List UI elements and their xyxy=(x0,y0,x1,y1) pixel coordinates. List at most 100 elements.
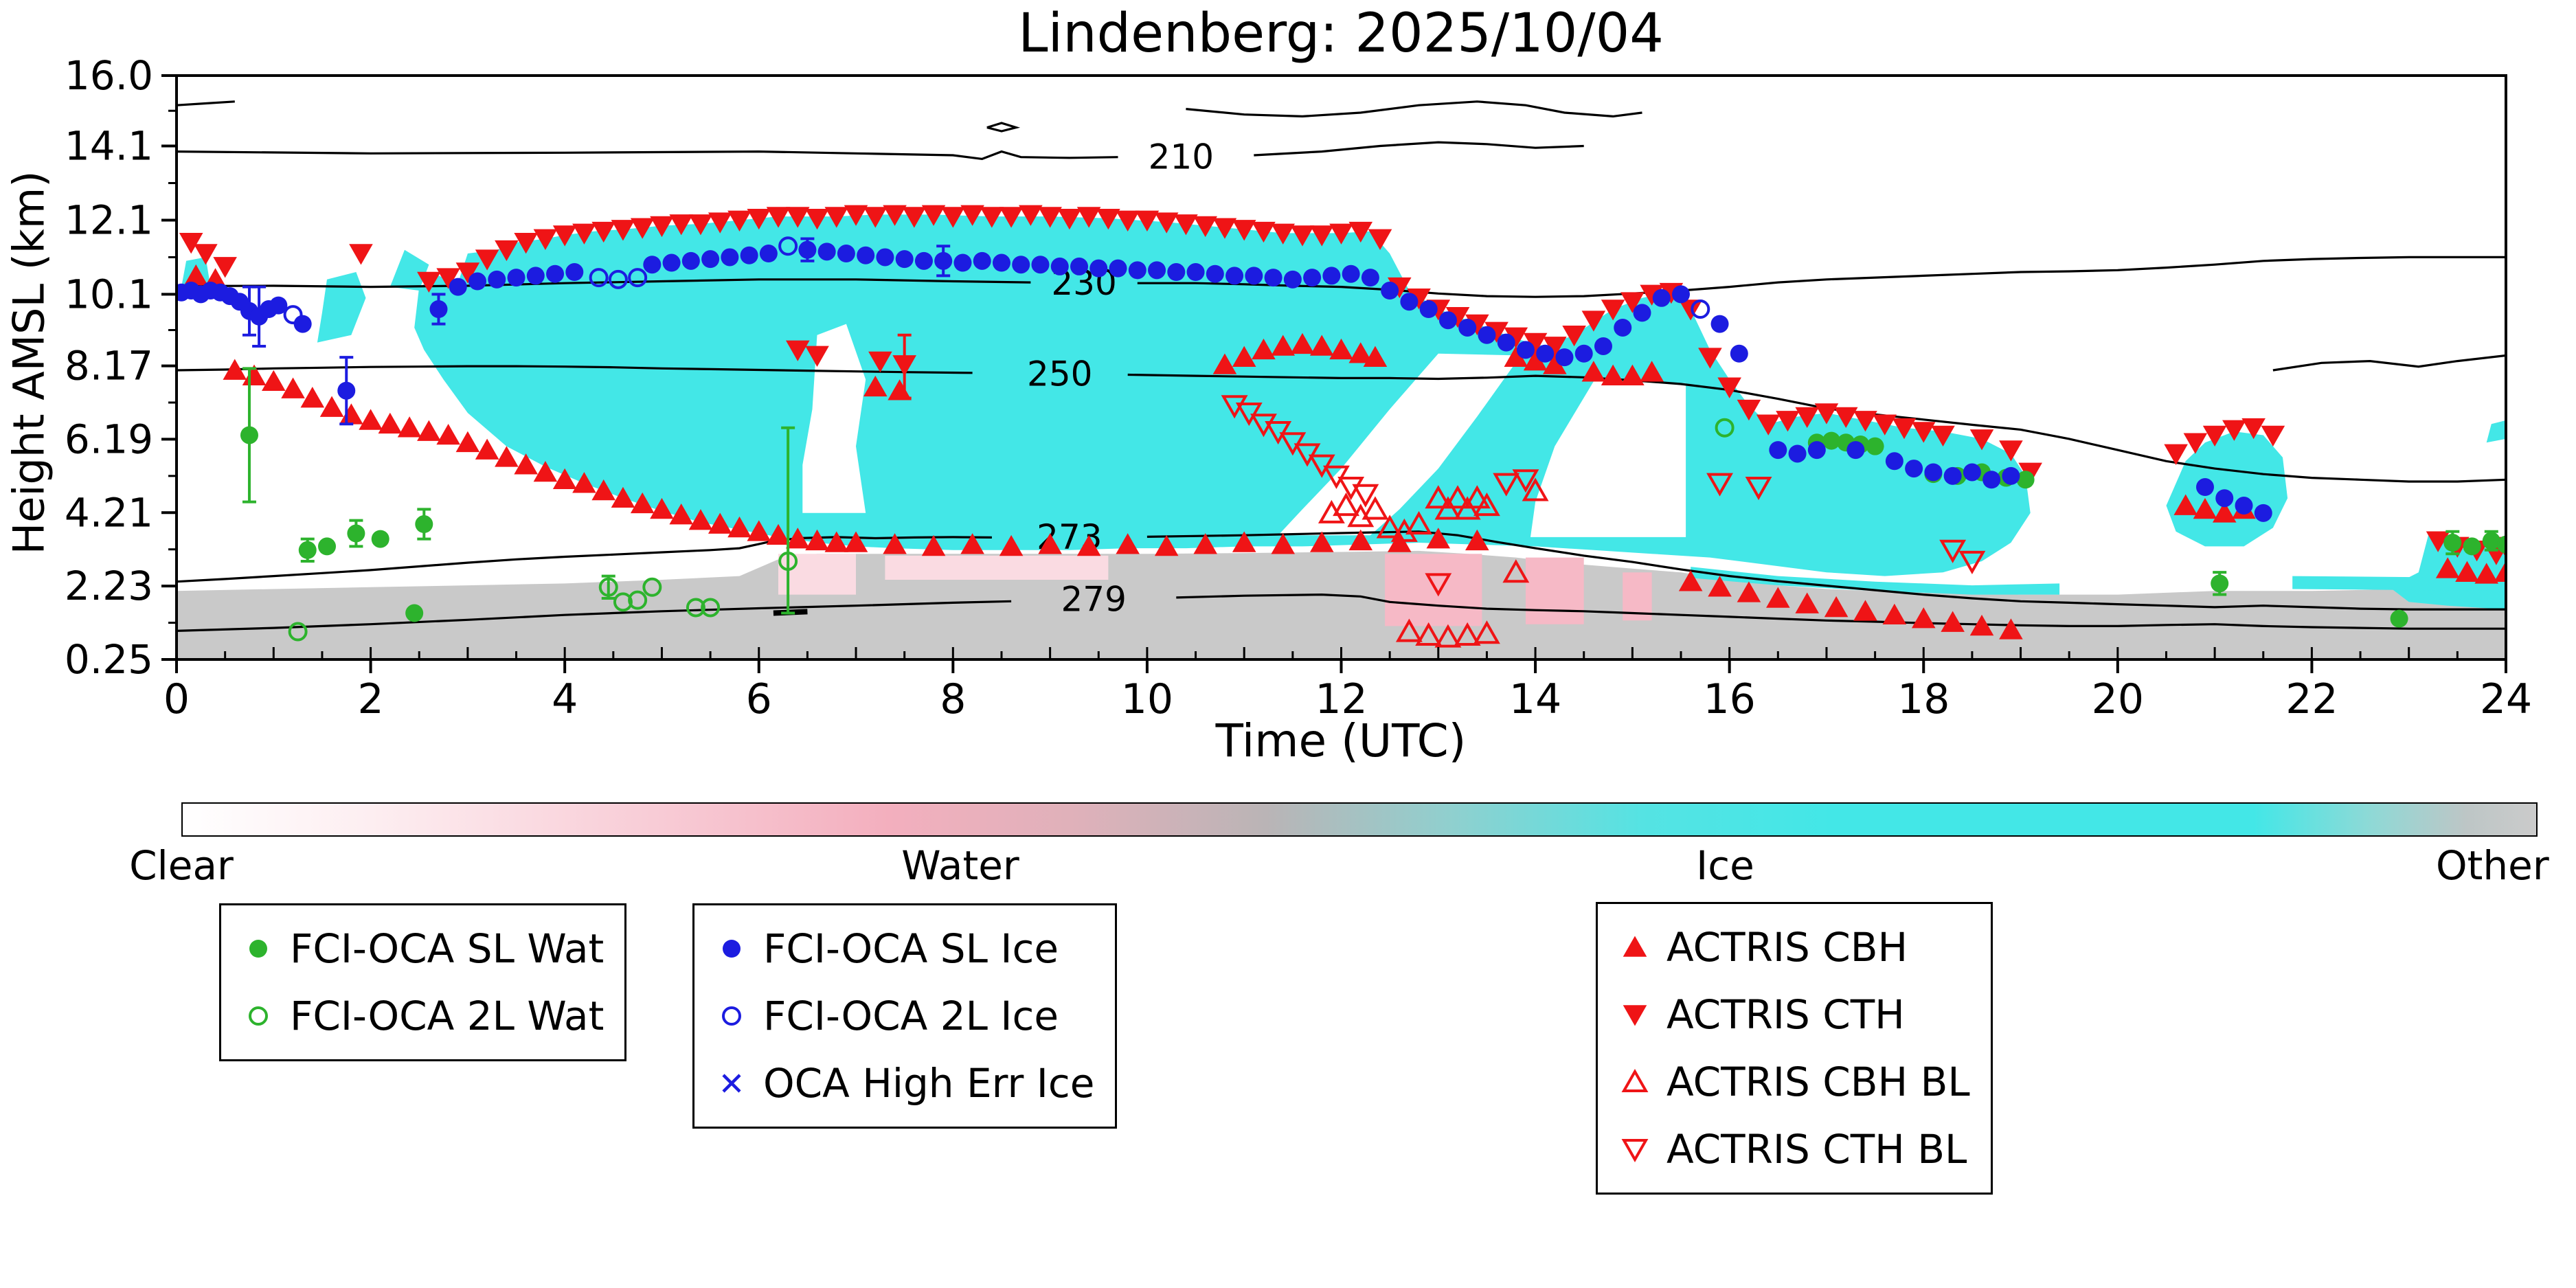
region-ice xyxy=(389,249,429,291)
legend-label: ACTRIS CTH xyxy=(1667,991,1905,1038)
contour-minor xyxy=(2272,354,2506,372)
legend-item-fci-oca-2l-wat: FCI-OCA 2L Wat xyxy=(242,982,604,1050)
axes: 0 2 4 6 8 10 12 14 16 18 20 22 240.252.234.216.198.1… xyxy=(65,52,2532,723)
series-actris-cbh xyxy=(183,264,2506,640)
legend-label: OCA High Err Ice xyxy=(763,1060,1095,1107)
contour-label-279: 279 xyxy=(1061,580,1126,620)
series-actris-cbh-bl xyxy=(1318,477,1549,648)
region-water xyxy=(778,554,856,595)
y-tick-label: 12.1 xyxy=(65,196,153,243)
y-tick-label: 10.1 xyxy=(65,271,153,317)
legend-item-actris-cth-bl: ACTRIS CTH BL xyxy=(1618,1116,1970,1183)
legend-label: ACTRIS CBH xyxy=(1667,924,1908,971)
series-fci-oca-2l-wat xyxy=(288,418,1735,642)
contour-279 xyxy=(1176,593,2506,630)
legend-box-ice: FCI-OCA SL Ice FCI-OCA 2L Ice OCA High Err… xyxy=(692,903,1118,1129)
contour-250 xyxy=(177,365,973,374)
contour-minor xyxy=(177,100,235,106)
classification-colorbar xyxy=(181,802,2538,837)
y-tick-label: 0.25 xyxy=(65,636,153,683)
region-ice xyxy=(2292,576,2506,591)
triangle-up-open-icon xyxy=(1621,1068,1649,1092)
plot-frame xyxy=(175,74,2507,661)
x-tick-label: 8 xyxy=(940,675,966,723)
legend-item-oca-high-err-ice: OCA High Err Ice xyxy=(715,1050,1094,1117)
x-icon xyxy=(722,1074,741,1093)
x-tick-label: 16 xyxy=(1703,675,1755,723)
region-water xyxy=(1623,572,1652,621)
legend-label: ACTRIS CBH BL xyxy=(1667,1059,1970,1105)
circle-open-icon xyxy=(722,1006,741,1026)
legend-label: ACTRIS CTH BL xyxy=(1667,1126,1967,1173)
x-tick-label: 12 xyxy=(1315,675,1367,723)
circle-filled-icon xyxy=(723,940,741,958)
legend-item-actris-cbh: ACTRIS CBH xyxy=(1618,914,1970,981)
x-tick-label: 24 xyxy=(2480,675,2532,723)
legend-box-water: FCI-OCA SL Wat FCI-OCA 2L Wat xyxy=(219,903,627,1061)
contour-label-210: 210 xyxy=(1149,137,1214,177)
legend-item-fci-oca-sl-wat: FCI-OCA SL Wat xyxy=(242,915,604,982)
legend-item-fci-oca-2l-ice: FCI-OCA 2L Ice xyxy=(715,982,1094,1050)
contour-230 xyxy=(177,278,1031,289)
region-water xyxy=(1526,557,1584,624)
region-clear xyxy=(1278,353,1521,536)
legend-label: FCI-OCA 2L Wat xyxy=(290,993,605,1039)
region-ice xyxy=(1691,567,2060,595)
colorbar-label-clear: Clear xyxy=(129,842,234,889)
region-ice xyxy=(2486,420,2506,443)
x-axis-label: Time (UTC) xyxy=(1215,714,1467,767)
colorbar-label-other: Other xyxy=(2435,842,2549,889)
y-tick-label: 2.23 xyxy=(65,563,153,609)
x-tick-label: 14 xyxy=(1509,675,1561,723)
contour-minor xyxy=(1186,100,1642,118)
region-water xyxy=(885,555,1109,580)
colorbar-label-water: Water xyxy=(901,842,1019,889)
x-tick-label: 22 xyxy=(2285,675,2338,723)
region-other xyxy=(177,550,2506,659)
legend-label: FCI-OCA 2L Ice xyxy=(763,993,1059,1039)
triangle-up-filled-icon xyxy=(1623,936,1647,957)
contour-273 xyxy=(177,536,992,583)
contour-minor xyxy=(986,122,1021,133)
legend-label: FCI-OCA SL Wat xyxy=(290,925,605,972)
y-tick-label: 4.21 xyxy=(65,489,153,536)
circle-open-icon xyxy=(249,1006,268,1026)
x-tick-label: 20 xyxy=(2092,675,2144,723)
colorbar-label-ice: Ice xyxy=(1696,842,1754,889)
legend-item-actris-cbh-bl: ACTRIS CBH BL xyxy=(1618,1048,1970,1116)
legend-item-actris-cth: ACTRIS CTH xyxy=(1618,981,1970,1048)
series-actris-cth-bl xyxy=(1221,395,1986,597)
legend-box-actris: ACTRIS CBH ACTRIS CTH ACTRIS CBH BL ACTRIS … xyxy=(1596,902,1993,1195)
contour-label-250: 250 xyxy=(1027,354,1092,394)
x-tick-label: 2 xyxy=(357,675,383,723)
contour-210 xyxy=(177,150,1118,161)
series-actris-cth xyxy=(179,205,2506,565)
region-water xyxy=(1385,554,1482,626)
contour-210 xyxy=(1254,141,1584,157)
figure-title: Lindenberg: 2025/10/04 xyxy=(1018,3,1664,65)
region-ice xyxy=(317,272,366,343)
x-tick-label: 18 xyxy=(1897,675,1950,723)
circle-filled-icon xyxy=(249,940,267,958)
y-tick-label: 14.1 xyxy=(65,123,153,170)
x-tick-label: 10 xyxy=(1121,675,1173,723)
region-clear xyxy=(1530,381,1686,537)
x-tick-label: 4 xyxy=(552,675,578,723)
y-tick-label: 8.17 xyxy=(65,343,153,389)
series-fci-oca-2l-ice xyxy=(283,236,1710,325)
legend-label: FCI-OCA SL Ice xyxy=(763,925,1059,972)
contour-273 xyxy=(1146,530,2506,611)
series-fci-oca-sl-ice xyxy=(177,237,2272,522)
triangle-down-filled-icon xyxy=(1623,1005,1647,1026)
contour-279 xyxy=(177,600,1012,632)
x-tick-label: 0 xyxy=(163,675,190,723)
triangle-down-open-icon xyxy=(1621,1139,1649,1163)
legend-item-fci-oca-sl-ice: FCI-OCA SL Ice xyxy=(715,915,1094,982)
y-tick-label: 16.0 xyxy=(65,52,153,99)
y-tick-label: 6.19 xyxy=(65,416,153,462)
x-tick-label: 6 xyxy=(746,675,772,723)
contour-230 xyxy=(1137,256,2506,298)
